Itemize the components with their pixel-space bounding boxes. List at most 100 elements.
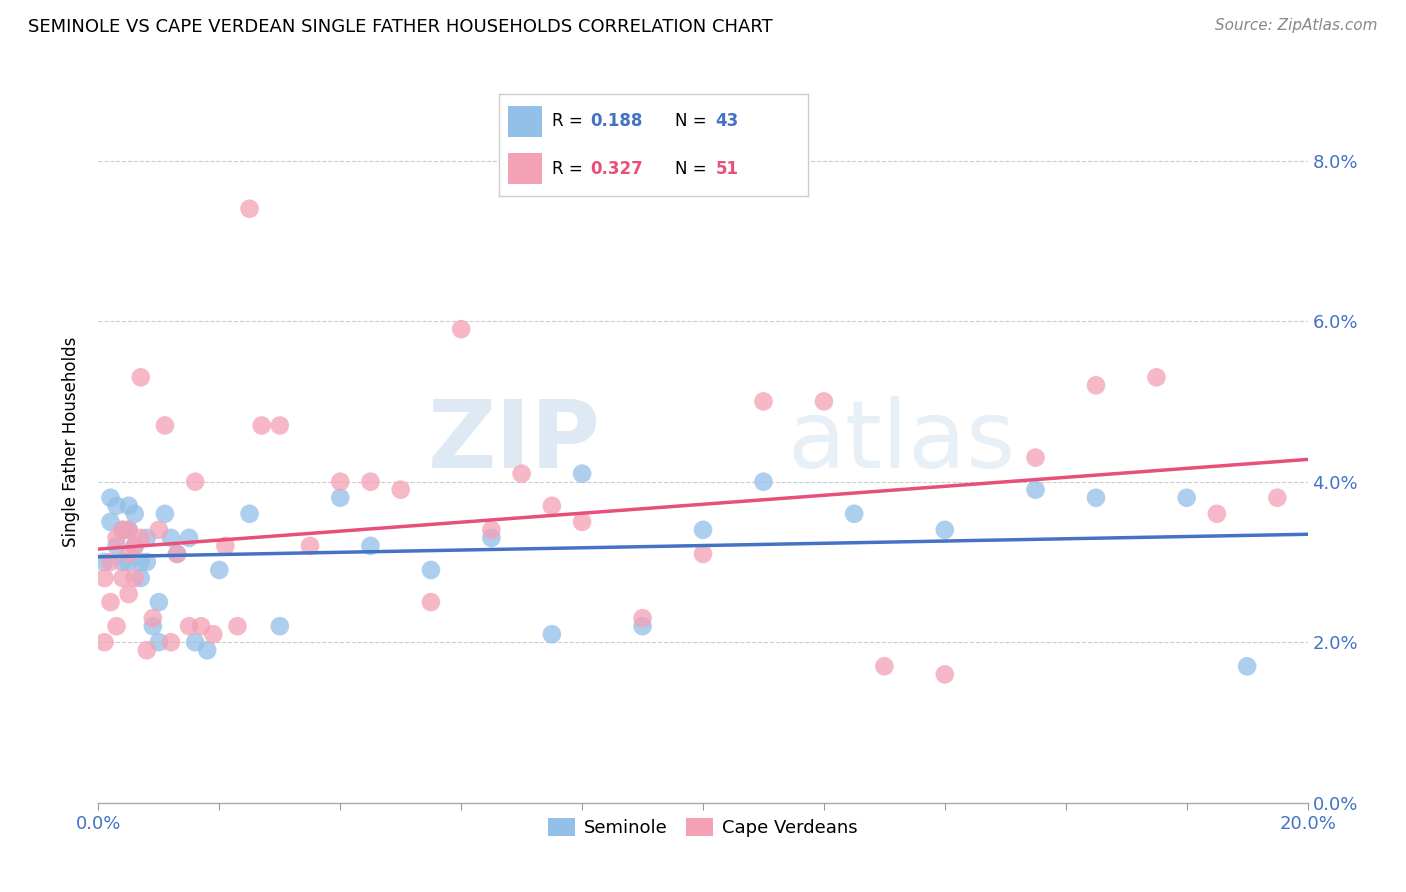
Point (360, 475, 382, 489)
Legend: Seminole, Cape Verdeans: Seminole, Cape Verdeans (541, 811, 865, 845)
Point (420, 595, 443, 609)
Point (142, 611, 165, 625)
Point (269, 418, 291, 433)
Point (142, 619, 165, 633)
Point (179, 619, 201, 633)
Point (752, 475, 775, 489)
Text: Source: ZipAtlas.com: Source: ZipAtlas.com (1215, 18, 1378, 33)
Point (100, 555, 122, 569)
Point (160, 531, 183, 545)
Point (250, 418, 273, 433)
Point (934, 523, 956, 537)
Point (105, 539, 128, 553)
Point (540, 627, 562, 641)
Point (129, 531, 152, 545)
Point (214, 539, 236, 553)
Point (129, 370, 152, 384)
FancyBboxPatch shape (509, 153, 543, 184)
Point (844, 507, 866, 521)
Point (450, 322, 472, 336)
Point (148, 635, 170, 649)
Point (135, 531, 157, 545)
Text: 51: 51 (716, 160, 738, 178)
Point (124, 539, 146, 553)
Point (100, 595, 122, 609)
Point (118, 547, 141, 561)
Text: N =: N = (675, 160, 713, 178)
Point (692, 523, 714, 537)
Point (184, 635, 207, 649)
Point (299, 539, 322, 553)
Point (1024, 483, 1046, 497)
Point (124, 507, 146, 521)
Point (1175, 491, 1198, 505)
Point (105, 499, 128, 513)
Point (1267, 491, 1289, 505)
Point (118, 523, 141, 537)
Point (93, 635, 115, 649)
Point (118, 523, 141, 537)
Text: N =: N = (675, 112, 713, 130)
Point (135, 643, 157, 657)
Text: R =: R = (551, 112, 588, 130)
Point (239, 507, 262, 521)
Point (129, 555, 152, 569)
Point (202, 627, 225, 641)
Point (160, 635, 183, 649)
Point (481, 531, 503, 545)
Point (226, 619, 249, 633)
FancyBboxPatch shape (509, 106, 543, 136)
Point (179, 531, 201, 545)
Point (571, 467, 593, 481)
Point (111, 523, 134, 537)
Point (105, 619, 128, 633)
Point (692, 547, 714, 561)
Point (190, 619, 212, 633)
Point (124, 571, 146, 585)
Text: 43: 43 (716, 112, 740, 130)
Point (166, 547, 188, 561)
Point (129, 571, 152, 585)
Point (873, 659, 896, 673)
Point (135, 555, 157, 569)
Point (269, 619, 291, 633)
Point (389, 483, 412, 497)
Point (93, 555, 115, 569)
Point (124, 539, 146, 553)
Point (540, 499, 562, 513)
Text: atlas: atlas (787, 395, 1017, 488)
Point (420, 563, 443, 577)
Point (329, 475, 352, 489)
Point (111, 571, 134, 585)
Point (329, 491, 352, 505)
Point (184, 475, 207, 489)
Point (1144, 370, 1167, 384)
Text: SEMINOLE VS CAPE VERDEAN SINGLE FATHER HOUSEHOLDS CORRELATION CHART: SEMINOLE VS CAPE VERDEAN SINGLE FATHER H… (28, 18, 773, 36)
Point (571, 515, 593, 529)
Text: R =: R = (551, 160, 588, 178)
Point (118, 555, 141, 569)
Point (1085, 491, 1108, 505)
Text: 0.327: 0.327 (591, 160, 643, 178)
Point (148, 595, 170, 609)
Point (631, 619, 654, 633)
Point (100, 491, 122, 505)
Point (148, 523, 170, 537)
Point (631, 611, 654, 625)
Point (239, 202, 262, 216)
Point (752, 394, 775, 409)
Point (153, 418, 176, 433)
Point (111, 555, 134, 569)
Point (510, 467, 533, 481)
Point (118, 499, 141, 513)
Point (1236, 659, 1258, 673)
Text: 0.188: 0.188 (591, 112, 643, 130)
Point (153, 507, 176, 521)
Point (1024, 450, 1046, 465)
Point (934, 667, 956, 681)
Point (813, 394, 835, 409)
Point (1085, 378, 1108, 392)
Point (105, 531, 128, 545)
Point (360, 539, 382, 553)
Point (208, 563, 231, 577)
